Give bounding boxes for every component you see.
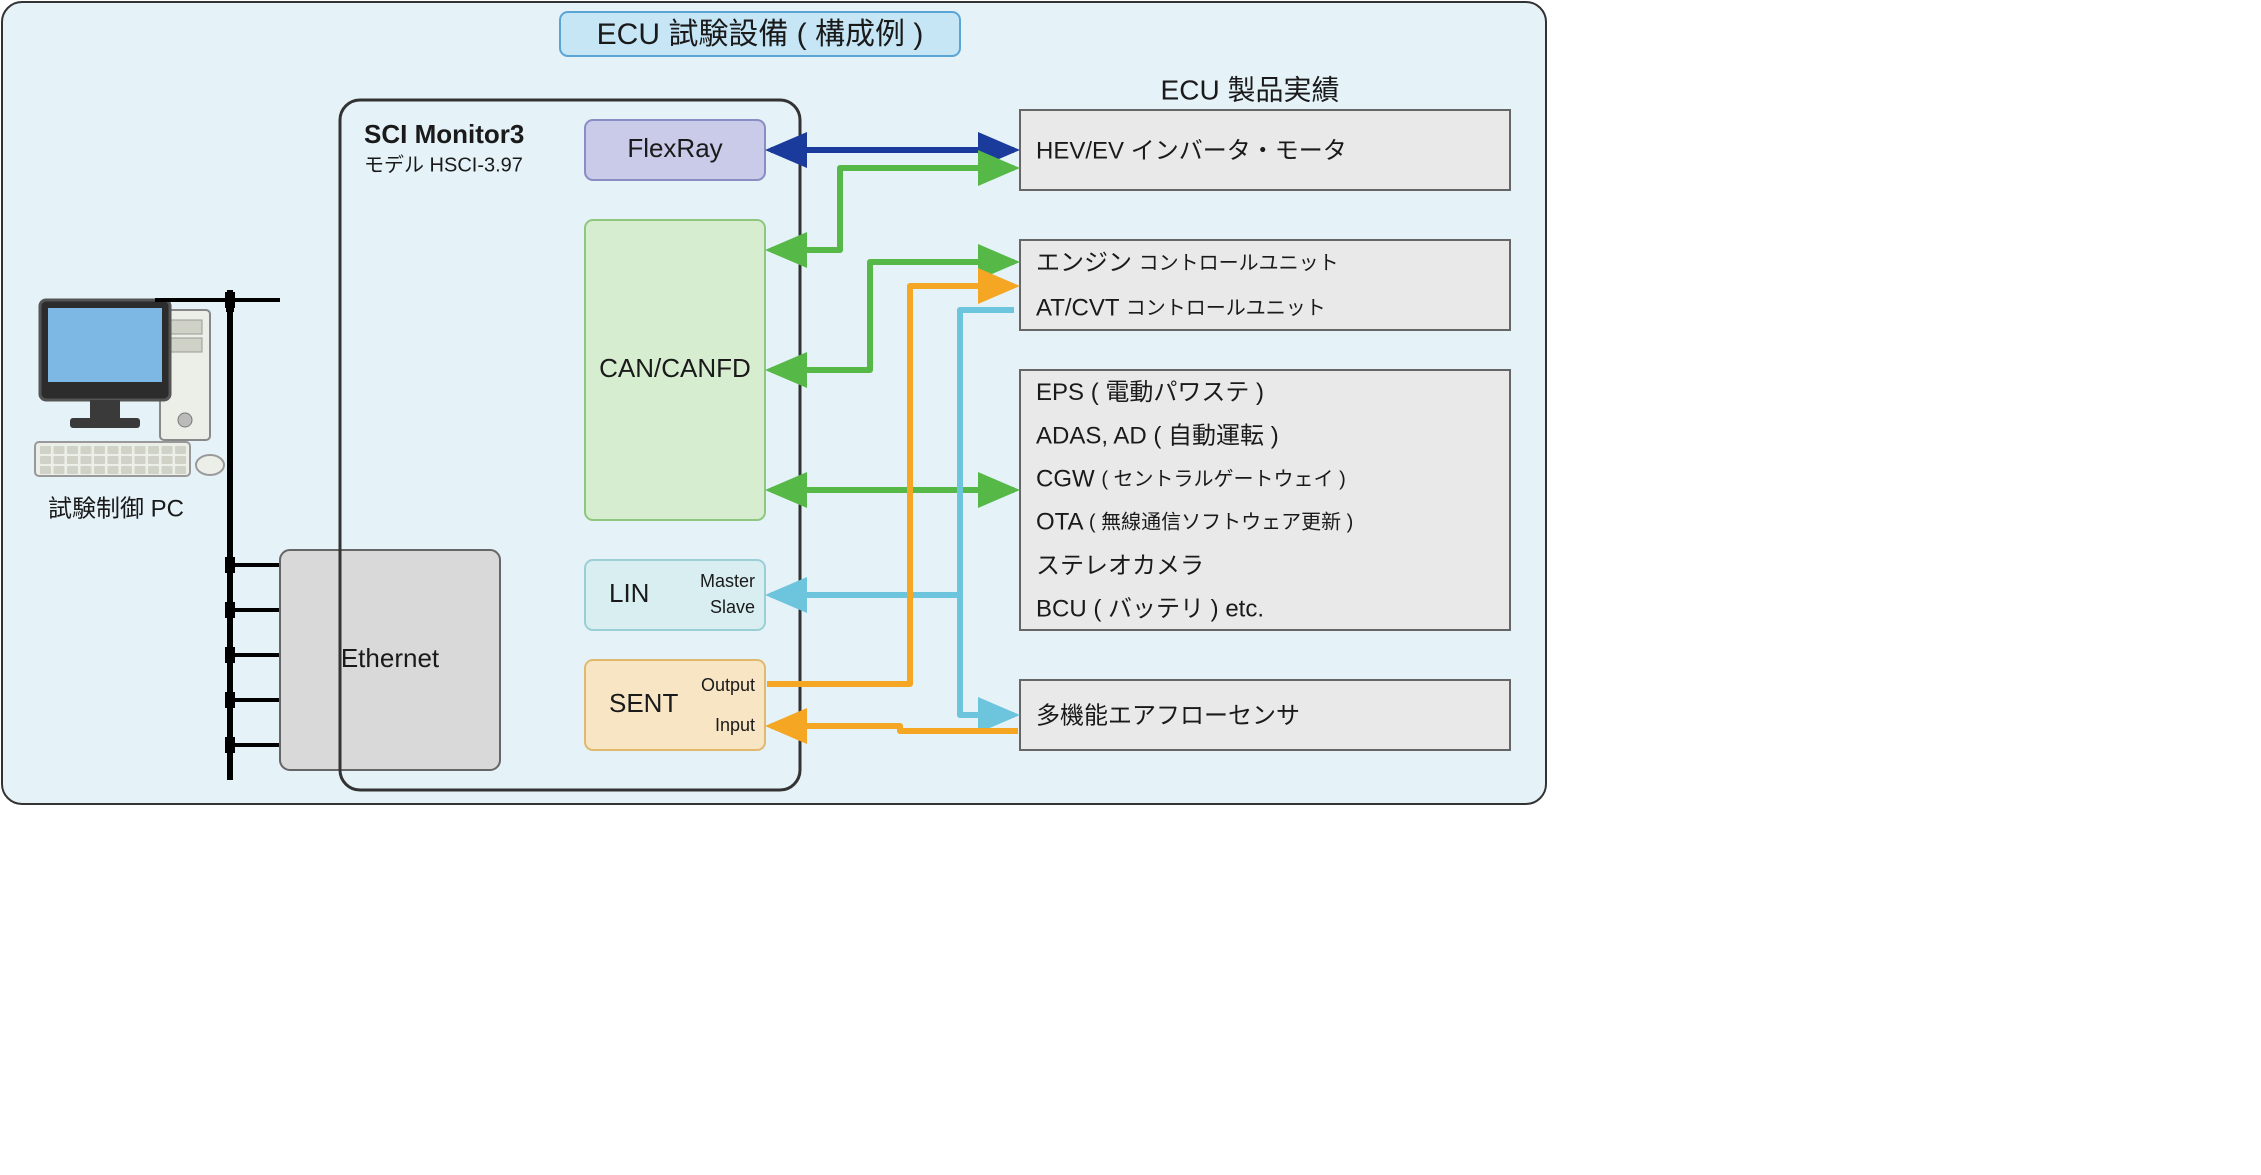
svg-text:モデル HSCI-3.97: モデル HSCI-3.97 bbox=[364, 153, 523, 176]
svg-text:HEV/EV インバータ・モータ: HEV/EV インバータ・モータ bbox=[1036, 137, 1347, 164]
svg-text:ステレオカメラ: ステレオカメラ bbox=[1036, 552, 1204, 579]
svg-text:BCU ( バッテリ ) etc.: BCU ( バッテリ ) etc. bbox=[1036, 596, 1264, 623]
svg-text:FlexRay: FlexRay bbox=[627, 133, 722, 163]
svg-text:AT/CVT コントロールユニット: AT/CVT コントロールユニット bbox=[1036, 295, 1326, 322]
svg-text:多機能エアフローセンサ: 多機能エアフローセンサ bbox=[1036, 702, 1300, 729]
svg-text:Ethernet: Ethernet bbox=[341, 643, 440, 673]
svg-text:OTA ( 無線通信ソフトウェア更新 ): OTA ( 無線通信ソフトウェア更新 ) bbox=[1036, 509, 1353, 536]
svg-text:CAN/CANFD: CAN/CANFD bbox=[599, 353, 751, 383]
svg-text:Slave: Slave bbox=[710, 597, 755, 617]
svg-text:EPS ( 電動パワステ ): EPS ( 電動パワステ ) bbox=[1036, 379, 1264, 406]
svg-text:SENT: SENT bbox=[609, 688, 678, 718]
svg-text:Output: Output bbox=[701, 675, 755, 695]
svg-text:ECU 製品実績: ECU 製品実績 bbox=[1161, 74, 1340, 105]
ecu-diagram: ECU 試験設備 ( 構成例 ) 試験制御 PC Ethernet SCI Monit… bbox=[0, 0, 1548, 806]
svg-text:試験制御 PC: 試験制御 PC bbox=[48, 495, 184, 522]
svg-text:ADAS, AD ( 自動運転 ): ADAS, AD ( 自動運転 ) bbox=[1036, 422, 1279, 449]
svg-text:Input: Input bbox=[715, 715, 755, 735]
svg-text:CGW ( セントラルゲートウェイ ): CGW ( セントラルゲートウェイ ) bbox=[1036, 466, 1346, 493]
svg-text:SCI Monitor3: SCI Monitor3 bbox=[364, 119, 524, 149]
svg-text:LIN: LIN bbox=[609, 578, 649, 608]
svg-text:ECU 試験設備 ( 構成例 ): ECU 試験設備 ( 構成例 ) bbox=[597, 18, 924, 51]
svg-text:エンジン コントロールユニット: エンジン コントロールユニット bbox=[1036, 250, 1339, 277]
svg-text:Master: Master bbox=[700, 571, 755, 591]
